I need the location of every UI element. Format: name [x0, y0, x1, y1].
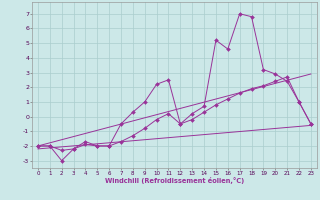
- X-axis label: Windchill (Refroidissement éolien,°C): Windchill (Refroidissement éolien,°C): [105, 177, 244, 184]
